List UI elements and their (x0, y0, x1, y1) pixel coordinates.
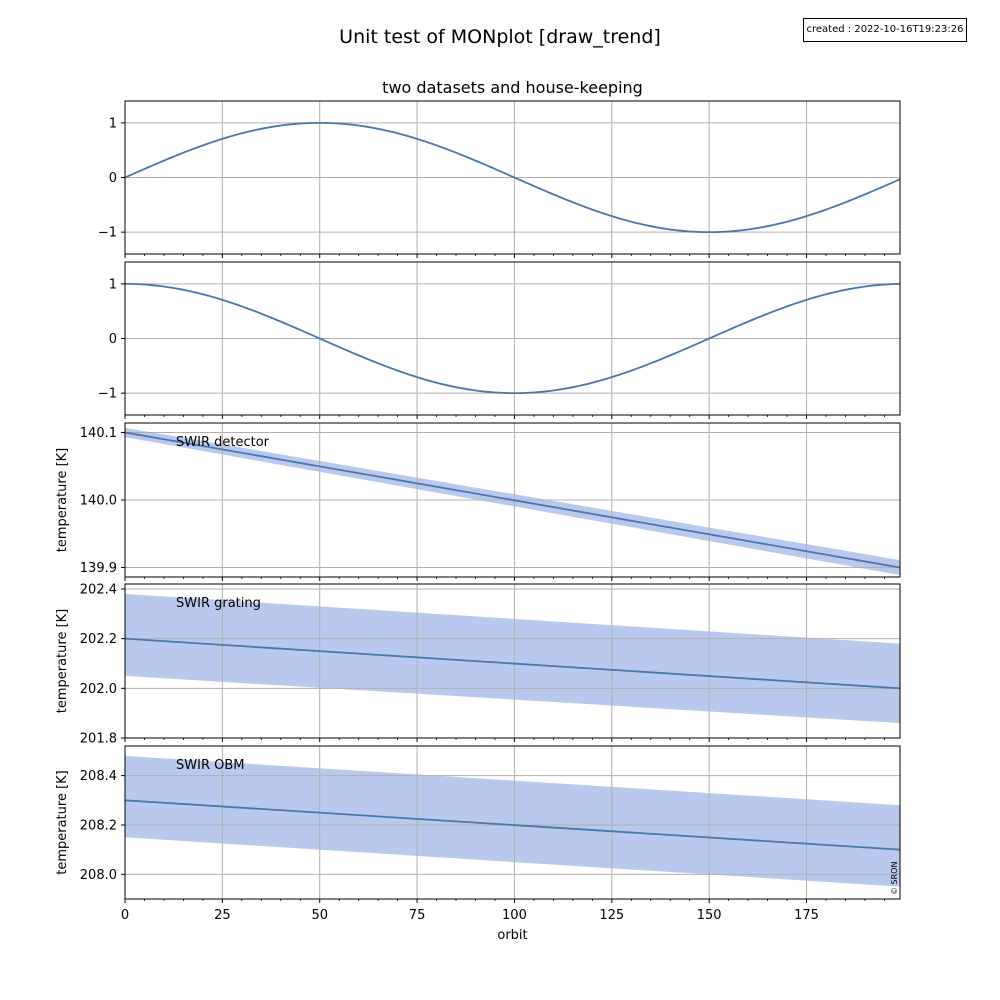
y-tick-label: 0 (109, 332, 117, 347)
y-tick-label: 140.0 (80, 494, 117, 509)
data-line (125, 121, 900, 234)
y-tick-label: 208.0 (80, 868, 117, 883)
y-tick-label: −1 (98, 387, 117, 402)
data-line (125, 431, 900, 569)
created-stamp: created : 2022-10-16T19:23:26 (803, 18, 967, 42)
y-tick-label: 1 (109, 116, 117, 131)
data-line (125, 799, 900, 851)
uncertainty-band (125, 755, 900, 887)
data-line (125, 282, 900, 395)
x-tick-label: 175 (794, 908, 819, 923)
panel-5: 208.0 208.2 208.4 SWIR OBM temperature [K] (55, 745, 901, 903)
panel-2: −1 0 1 (98, 261, 901, 419)
y-tick-label: −1 (98, 226, 117, 241)
y-tick-label: 201.8 (80, 732, 117, 747)
y-tick-label: 139.9 (80, 561, 117, 576)
panel-4: 201.8 202.0 202.2 202.4 SWIR grating temperat… (55, 582, 901, 747)
x-tick-label: 50 (311, 908, 328, 923)
panel-label: SWIR detector (176, 435, 270, 450)
y-tick-label: 208.2 (80, 818, 117, 833)
y-axis-label: temperature [K] (55, 448, 70, 553)
panel-title: two datasets and house-keeping (382, 78, 643, 97)
x-tick-label: 0 (121, 908, 129, 923)
x-tick-label: 25 (214, 908, 231, 923)
figure-title: Unit test of MONplot [draw_trend] (339, 26, 661, 48)
y-axis-label: temperature [K] (55, 770, 70, 875)
x-tick-label: 150 (697, 908, 722, 923)
y-axis-label: temperature [K] (55, 609, 70, 714)
uncertainty-band (125, 427, 900, 575)
y-tick-label: 202.2 (80, 632, 117, 647)
y-tick-label: 1 (109, 277, 117, 292)
x-tick-label: 75 (409, 908, 426, 923)
y-tick-label: 140.1 (80, 426, 117, 441)
x-axis-label: orbit (497, 928, 527, 943)
panel-label: SWIR grating (176, 596, 261, 611)
panel-label: SWIR OBM (176, 758, 244, 773)
y-tick-label: 208.4 (80, 769, 117, 784)
x-tick-label: 125 (599, 908, 624, 923)
uncertainty-band (125, 593, 900, 724)
axes-frame (124, 745, 901, 900)
panel-1: −1 0 1 two datasets and house-keeping (98, 78, 901, 258)
panel-3: 139.9 140.0 140.1 SWIR detector temperature … (55, 422, 901, 581)
copyright-note: © SRON (890, 862, 899, 895)
data-line (125, 637, 900, 690)
y-tick-label: 0 (109, 171, 117, 186)
x-tick-label: 100 (502, 908, 527, 923)
y-tick-label: 202.4 (80, 582, 117, 597)
y-tick-label: 202.0 (80, 682, 117, 697)
axes-frame (124, 583, 901, 739)
